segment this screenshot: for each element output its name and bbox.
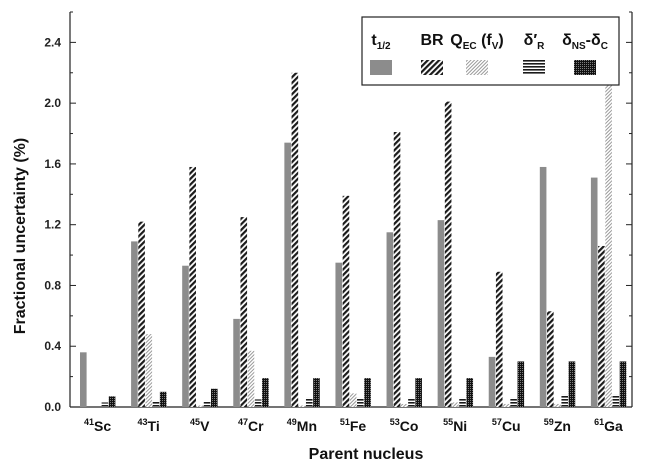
x-tick-label: 41Sc [84,417,111,434]
legend-label-t_half: t1/2 [371,32,391,52]
bar-delta_ns_c-51Fe [364,378,371,407]
bar-br-55Ni [444,101,452,407]
bar-delta_ns_c-57Cu [517,361,525,407]
bar-qec-61Ga [605,68,612,407]
bar-t_half-53Co [386,232,394,407]
bar-qec-51Fe [349,393,357,407]
bar-delta_r-59Zn [561,394,569,407]
bar-delta_r-47Cr [254,399,262,407]
bar-delta_ns_c-41Sc [108,396,116,407]
x-axis-title: Parent nucleus [309,446,424,463]
bar-qec-55Ni [452,402,459,407]
bar-delta_ns_c-45V [210,388,218,407]
x-tick-label: 43Ti [138,417,160,434]
y-tick-label: 0.0 [44,400,61,414]
bar-t_half-51Fe [335,262,343,407]
bar-t_half-43Ti [131,241,138,407]
bar-delta_r-49Mn [305,397,313,407]
bar-t_half-57Cu [488,356,496,407]
y-tick-label: 2.4 [44,35,61,49]
bar-delta_r-55Ni [459,397,466,407]
bar-delta_r-57Cu [510,397,517,407]
bar-t_half-49Mn [284,142,291,407]
x-tick-label: 49Mn [287,417,317,434]
x-tick-label: 59Zn [544,417,571,434]
bar-qec-59Zn [554,403,561,407]
bar-t_half-47Cr [233,318,240,407]
y-axis-title: Fractional uncertainty (%) [12,138,29,334]
bar-delta_r-45V [203,400,211,407]
bar-delta_r-51Fe [357,397,364,407]
y-axis: 0.0 0.4 0.8 1.2 1.6 2.0 2.4 [44,11,632,414]
y-tick-label: 1.2 [44,218,61,232]
bar-br-53Co [393,132,401,407]
x-tick-label: 57Cu [492,417,521,434]
bar-t_half-55Ni [437,220,445,407]
x-tick-label: 47Cr [238,417,264,434]
bar-br-57Cu [495,271,503,407]
bar-delta_r-61Ga [612,394,620,407]
x-tick-label: 61Ga [594,417,623,434]
bar-br-59Zn [547,311,554,407]
bar-t_half-45V [182,265,189,407]
x-tick-label: 55Ni [443,417,467,434]
legend-label-br: BR [420,32,444,49]
bar-br-51Fe [342,195,350,407]
legend-swatch-delta_ns_c [574,60,596,75]
bar-br-45V [189,166,196,407]
bar-delta_r-43Ti [152,400,160,407]
bar-br-49Mn [291,72,299,408]
bar-qec-53Co [400,403,408,407]
legend-label-qec: QEC (fV) [450,32,503,52]
legend-swatch-t_half [370,60,392,75]
bar-qec-47Cr [247,350,255,407]
bar-delta_ns_c-53Co [415,378,422,407]
bar-delta_ns_c-61Ga [619,361,627,407]
bar-delta_ns_c-59Zn [568,361,576,407]
legend-label-delta_r: δ′R [524,32,546,52]
x-tick-label: 53Co [390,417,419,434]
y-tick-label: 0.8 [44,278,61,292]
bar-delta_ns_c-49Mn [313,378,320,407]
bar-delta_r-53Co [408,397,415,407]
bar-delta_r-41Sc [101,402,109,407]
y-tick-label: 0.4 [44,339,61,353]
bar-t_half-61Ga [590,177,598,407]
y-tick-label: 2.0 [44,96,61,110]
x-tick-label: 45V [190,417,210,434]
bar-delta_ns_c-55Ni [466,378,474,407]
legend-swatch-qec [466,60,488,75]
bar-t_half-41Sc [80,352,87,407]
x-tick-label: 51Fe [340,417,367,434]
bar-qec-57Cu [503,403,510,407]
bar-br-47Cr [240,217,248,407]
bars [80,68,627,408]
legend-swatch-delta_r [523,60,545,75]
legend: t1/2 BR QEC (fV) δ′R δNS-δC [361,16,620,86]
legend-swatch-br [421,60,443,75]
bar-qec-49Mn [298,405,306,407]
bar-qec-45V [196,405,204,407]
bar-delta_ns_c-43Ti [159,391,167,407]
x-axis: 41Sc 43Ti 45V 47Cr 49Mn 51Fe 53Co 55Ni 57Cu 59Zn 6… [84,417,623,434]
bar-qec-43Ti [145,334,153,407]
bar-br-61Ga [598,245,605,407]
y-tick-label: 1.6 [44,157,61,171]
bar-br-43Ti [138,221,145,407]
bar-t_half-59Zn [539,166,547,407]
legend-label-delta_ns_c: δNS-δC [562,32,608,52]
bar-delta_ns_c-47Cr [262,378,269,407]
